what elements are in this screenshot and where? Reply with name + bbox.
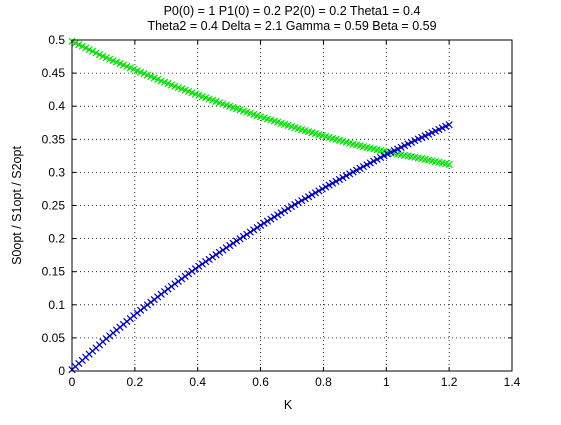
x-tick-label: 0.8 [315, 375, 332, 389]
series-2-marker [251, 227, 257, 233]
y-tick-label: 0.1 [48, 298, 65, 312]
series-2-marker [189, 268, 195, 274]
series-2-marker [281, 207, 287, 213]
x-tick-label: 0.2 [127, 375, 144, 389]
series-2-marker [254, 224, 260, 230]
series-2 [69, 122, 453, 373]
y-tick-label: 0.4 [48, 99, 65, 113]
y-tick-label: 0.25 [42, 199, 66, 213]
x-tick-label: 0.6 [252, 375, 269, 389]
series-2-marker [209, 254, 215, 260]
y-tick-label: 0.2 [48, 232, 65, 246]
series-2-marker [240, 233, 246, 239]
x-tick-label: 0 [69, 375, 76, 389]
series-2-marker [199, 261, 205, 267]
y-tick-label: 0.15 [42, 265, 66, 279]
series-2-marker [271, 214, 277, 220]
series-2-marker [175, 278, 181, 284]
series-2-marker [264, 218, 270, 224]
series-2-marker [165, 286, 171, 292]
series-2-marker [278, 210, 284, 216]
series-2-marker [179, 276, 185, 282]
x-tick-label: 1.2 [441, 375, 458, 389]
series-2-marker [220, 247, 226, 253]
series-2-marker [257, 222, 263, 228]
x-tick-label: 1.4 [504, 375, 521, 389]
series-2-marker [203, 258, 209, 264]
x-tick-label: 0.4 [189, 375, 206, 389]
y-axis-label: S0opt / S1opt / S2opt [10, 146, 24, 265]
y-tick-label: 0.3 [48, 165, 65, 179]
series-2-marker [268, 216, 274, 222]
series-2-marker [196, 263, 202, 269]
series-2-marker [237, 236, 243, 242]
series-2-marker [244, 231, 250, 237]
series-2-marker [223, 245, 229, 251]
x-tick-label: 1 [383, 375, 390, 389]
series-2-marker [172, 281, 178, 287]
series-2-marker [247, 229, 253, 235]
series-2-marker [285, 205, 291, 211]
series-2-marker [216, 249, 222, 255]
chart-title-line-1: P0(0) = 1 P1(0) = 0.2 P2(0) = 0.2 Theta1… [164, 4, 421, 18]
series-2-marker [182, 273, 188, 279]
series-2-marker [230, 240, 236, 246]
y-tick-label: 0.45 [42, 66, 66, 80]
axis-ticks: 0 0.2 0.4 0.6 0.8 1 1.2 1.4 0 0.05 0.1 0.15 0.2 0.25 0… [42, 33, 521, 389]
y-tick-label: 0.35 [42, 132, 66, 146]
y-tick-label: 0 [58, 364, 65, 378]
x-axis-label: K [284, 398, 293, 412]
series-2-marker [206, 256, 212, 262]
chart-title-line-2: Theta2 = 0.4 Delta = 2.1 Gamma = 0.59 Be… [147, 19, 436, 33]
series-2-marker [261, 220, 267, 226]
series-2-marker [227, 242, 233, 248]
series-2-marker [213, 252, 219, 258]
series-2-marker [275, 212, 281, 218]
y-tick-label: 0.5 [48, 33, 65, 47]
y-tick-label: 0.05 [42, 331, 66, 345]
series-2-marker [168, 283, 174, 289]
